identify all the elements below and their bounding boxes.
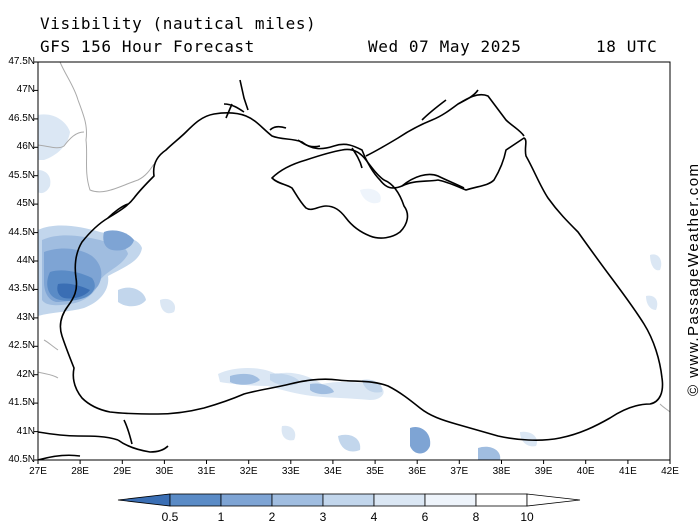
legend-label: 10 [520, 510, 534, 524]
lon-label: 36E [408, 466, 427, 477]
country-borders [38, 62, 670, 413]
legend-arrow-high [526, 493, 581, 507]
chart-title: Visibility (nautical miles) [40, 14, 317, 33]
site-credit: © www.PassageWeather.com [685, 162, 700, 396]
legend-label: 0.5 [161, 510, 179, 524]
lon-label: 40E [576, 466, 595, 477]
lat-label: 41.5N [8, 397, 35, 408]
coastline [38, 79, 664, 460]
lon-label: 29E [113, 466, 132, 477]
lon-label: 30E [155, 466, 174, 477]
legend-label: 6 [421, 510, 429, 524]
visibility-legend [117, 493, 581, 507]
lat-label: 43N [16, 312, 35, 323]
legend-swatch [322, 493, 375, 507]
lat-label: 47.5N [8, 56, 35, 67]
lon-label: 31E [197, 466, 216, 477]
legend-label: 4 [370, 510, 378, 524]
legend-swatch [475, 493, 528, 507]
legend-label: 3 [319, 510, 327, 524]
axis-ticks [34, 61, 671, 464]
lon-label: 27E [29, 466, 47, 477]
lat-label: 43.5N [8, 283, 35, 294]
legend-label: 2 [268, 510, 276, 524]
lat-label: 46N [16, 141, 35, 152]
legend-swatch [220, 493, 273, 507]
legend-swatch [271, 493, 324, 507]
legend-label: 1 [217, 510, 225, 524]
legend-swatch [169, 493, 222, 507]
lon-label: 37E [450, 466, 469, 477]
forecast-label: GFS 156 Hour Forecast [40, 37, 255, 56]
legend-label: 8 [472, 510, 480, 524]
lat-label: 41N [16, 426, 35, 437]
lon-label: 41E [618, 466, 637, 477]
lat-label: 40.5N [8, 454, 35, 465]
lon-label: 39E [534, 466, 553, 477]
legend-swatch [424, 493, 477, 507]
forecast-time: 18 UTC [596, 37, 658, 56]
lon-label: 34E [323, 466, 342, 477]
lon-label: 35E [366, 466, 384, 477]
lat-label: 42.5N [8, 340, 35, 351]
lat-label: 44N [16, 255, 35, 266]
lat-label: 46.5N [8, 113, 35, 124]
lon-label: 38E [492, 466, 511, 477]
legend-swatch [373, 493, 426, 507]
visibility-shading [38, 114, 662, 460]
lat-label: 45.5N [8, 170, 35, 181]
lon-label: 33E [281, 466, 300, 477]
lat-label: 42N [16, 369, 35, 380]
lon-label: 28E [71, 466, 89, 477]
lat-label: 45N [16, 198, 35, 209]
lon-label: 42E [661, 466, 679, 477]
lat-label: 44.5N [8, 227, 35, 238]
legend-arrow-low [117, 493, 171, 507]
lon-label: 32E [239, 466, 258, 477]
lat-label: 47N [16, 84, 35, 95]
forecast-date: Wed 07 May 2025 [368, 37, 522, 56]
